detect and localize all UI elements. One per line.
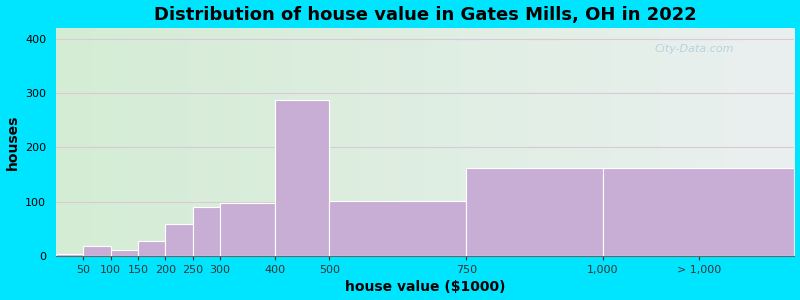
Bar: [110, 250, 138, 256]
Bar: [138, 241, 166, 256]
Bar: [603, 168, 794, 256]
Bar: [220, 203, 274, 256]
Bar: [466, 168, 603, 256]
Text: City-Data.com: City-Data.com: [654, 44, 734, 54]
Bar: [56, 254, 83, 256]
Y-axis label: houses: houses: [6, 114, 19, 169]
Bar: [193, 207, 220, 256]
Bar: [274, 100, 330, 256]
Bar: [166, 224, 193, 256]
Bar: [83, 246, 110, 256]
Bar: [330, 201, 466, 256]
Title: Distribution of house value in Gates Mills, OH in 2022: Distribution of house value in Gates Mil…: [154, 6, 697, 24]
X-axis label: house value ($1000): house value ($1000): [345, 280, 506, 294]
